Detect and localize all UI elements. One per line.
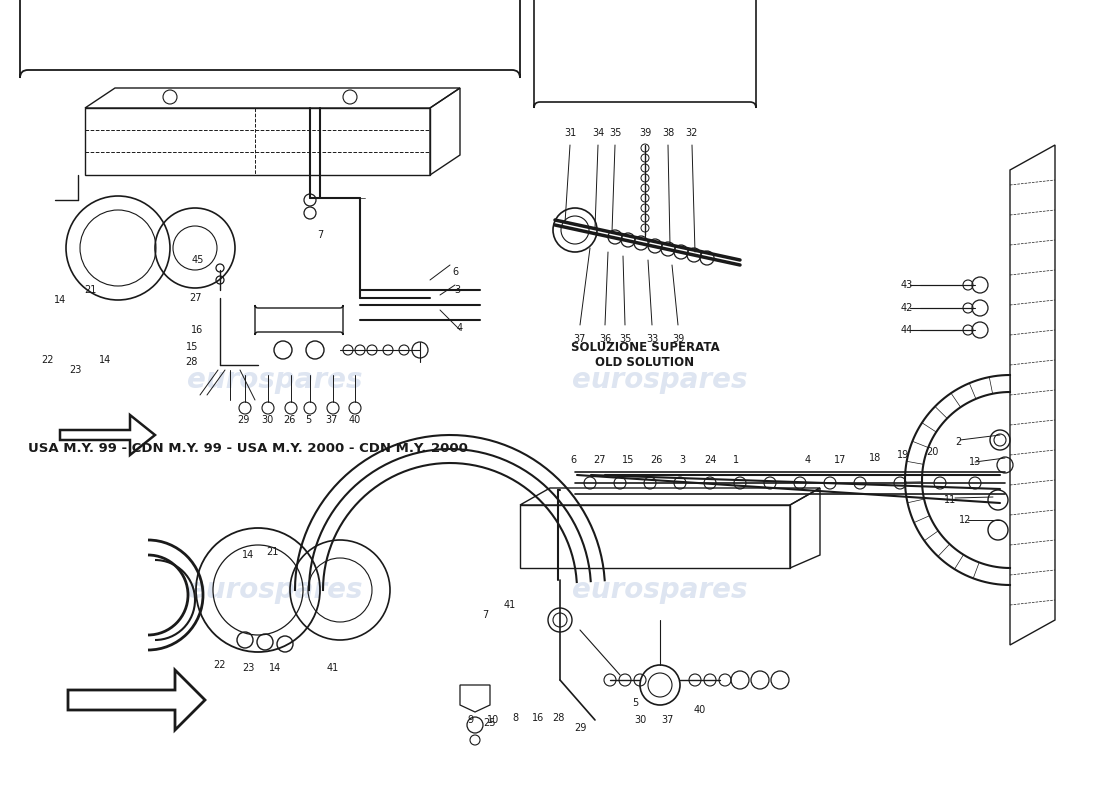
Text: 22: 22 [213,660,227,670]
Text: 27: 27 [189,293,201,303]
Text: 40: 40 [694,705,706,715]
Text: 5: 5 [305,415,311,425]
Text: 20: 20 [926,447,938,457]
Text: 21: 21 [266,547,278,557]
Text: 4: 4 [805,455,811,465]
Text: 5: 5 [631,698,638,708]
Text: 2: 2 [955,437,961,447]
Text: 9: 9 [466,715,473,725]
Text: eurospares: eurospares [187,366,363,394]
Text: 34: 34 [592,128,604,138]
Text: 8: 8 [512,713,518,723]
Text: 35: 35 [619,334,631,344]
Text: USA M.Y. 99 - CDN M.Y. 99 - USA M.Y. 2000 - CDN M.Y. 2000: USA M.Y. 99 - CDN M.Y. 99 - USA M.Y. 200… [28,442,467,454]
Text: 21: 21 [84,285,96,295]
Text: 32: 32 [685,128,698,138]
FancyBboxPatch shape [255,305,343,335]
Text: 1: 1 [733,455,739,465]
Text: 29: 29 [574,723,586,733]
Text: 42: 42 [901,303,913,313]
Text: 3: 3 [679,455,685,465]
Text: 6: 6 [570,455,576,465]
Text: 19: 19 [896,450,909,460]
Text: 36: 36 [598,334,612,344]
Text: SOLUZIONE SUPERATA
OLD SOLUTION: SOLUZIONE SUPERATA OLD SOLUTION [571,341,719,369]
Text: 4: 4 [456,323,463,333]
Text: 25: 25 [484,718,496,728]
Text: 15: 15 [621,455,635,465]
Text: eurospares: eurospares [187,576,363,604]
Text: eurospares: eurospares [572,576,748,604]
Polygon shape [60,415,155,455]
Text: 30: 30 [261,415,273,425]
Text: 38: 38 [662,128,674,138]
Text: 37: 37 [574,334,586,344]
Text: 11: 11 [944,495,956,505]
Text: 39: 39 [639,128,651,138]
Text: 41: 41 [504,600,516,610]
Text: 45: 45 [191,255,205,265]
Text: eurospares: eurospares [572,366,748,394]
FancyBboxPatch shape [534,0,756,108]
Text: 37: 37 [324,415,338,425]
Polygon shape [68,670,205,730]
Text: 12: 12 [959,515,971,525]
Text: 43: 43 [901,280,913,290]
Text: 18: 18 [869,453,881,463]
Text: 26: 26 [283,415,295,425]
Text: 31: 31 [564,128,576,138]
Text: 23: 23 [69,365,81,375]
Text: 7: 7 [317,230,323,240]
Text: 16: 16 [191,325,204,335]
Text: 41: 41 [327,663,339,673]
Text: 13: 13 [969,457,981,467]
Text: 17: 17 [834,455,846,465]
Text: 30: 30 [634,715,646,725]
Text: 14: 14 [268,663,282,673]
Text: 27: 27 [594,455,606,465]
Text: 6: 6 [452,267,458,277]
Text: 23: 23 [242,663,254,673]
Text: 22: 22 [41,355,53,365]
Text: 37: 37 [662,715,674,725]
Text: 3: 3 [454,285,460,295]
Text: 7: 7 [482,610,488,620]
Text: 26: 26 [650,455,662,465]
Text: 29: 29 [236,415,250,425]
Text: 15: 15 [186,342,198,352]
Text: 16: 16 [532,713,544,723]
Text: 24: 24 [704,455,716,465]
FancyBboxPatch shape [20,0,520,78]
Text: 28: 28 [185,357,197,367]
Text: 39: 39 [672,334,684,344]
Text: 35: 35 [608,128,622,138]
Text: 33: 33 [646,334,658,344]
Text: 40: 40 [349,415,361,425]
Text: 28: 28 [552,713,564,723]
Text: 14: 14 [99,355,111,365]
Text: 44: 44 [901,325,913,335]
Text: 14: 14 [242,550,254,560]
Text: 10: 10 [487,715,499,725]
Text: 14: 14 [54,295,66,305]
